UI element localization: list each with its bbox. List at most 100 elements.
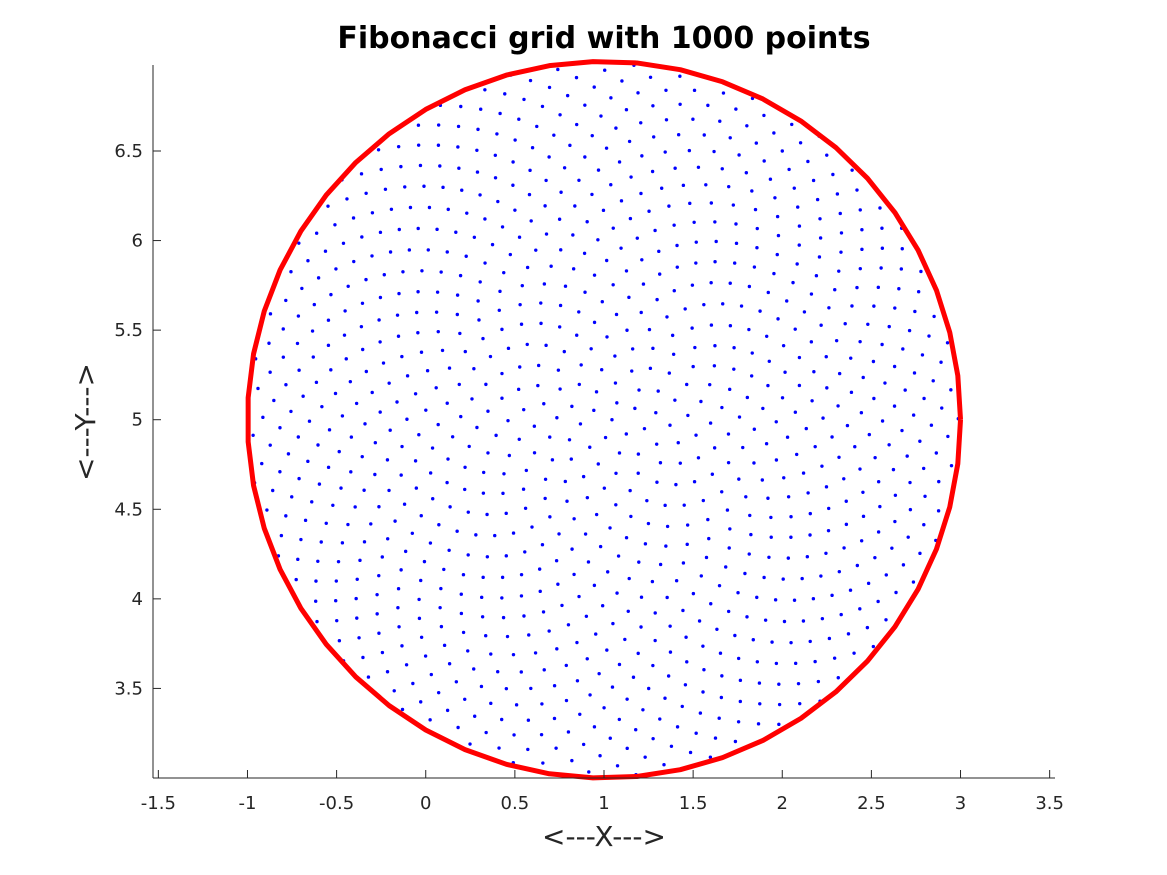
data-point <box>819 323 823 327</box>
data-point <box>475 148 479 153</box>
data-point <box>843 322 847 326</box>
data-point <box>312 302 317 307</box>
data-point <box>867 432 872 437</box>
data-point <box>454 680 459 684</box>
data-point <box>893 306 897 310</box>
data-point <box>770 640 774 644</box>
data-point <box>718 119 722 123</box>
data-point <box>738 678 743 683</box>
data-point <box>360 301 365 306</box>
data-point <box>767 555 771 560</box>
data-point <box>736 720 741 724</box>
data-point <box>806 491 810 495</box>
data-point <box>704 555 709 560</box>
data-point <box>538 589 542 594</box>
data-point <box>542 402 546 406</box>
data-point <box>860 247 864 252</box>
data-point <box>385 670 390 674</box>
data-point <box>608 736 612 740</box>
data-point <box>704 183 708 187</box>
data-point <box>429 672 434 677</box>
data-point <box>556 582 560 586</box>
data-point <box>849 390 854 395</box>
data-point <box>861 490 865 495</box>
data-point <box>859 411 864 415</box>
data-point <box>664 118 669 122</box>
data-point <box>525 265 530 270</box>
data-point <box>678 74 682 78</box>
data-point <box>758 309 762 313</box>
data-point <box>706 103 710 108</box>
data-point <box>603 68 607 72</box>
data-point <box>326 318 331 322</box>
data-point <box>559 248 563 252</box>
data-point <box>617 451 622 455</box>
data-point <box>581 474 586 479</box>
data-point <box>772 271 776 276</box>
data-point <box>673 166 677 170</box>
data-point <box>544 343 548 348</box>
data-point <box>820 464 824 468</box>
data-point <box>311 355 315 359</box>
data-point <box>858 208 862 212</box>
data-point <box>400 707 405 712</box>
data-point <box>727 546 731 550</box>
data-point <box>658 562 663 567</box>
data-point <box>306 459 310 464</box>
data-point <box>463 349 468 354</box>
data-point <box>526 718 531 722</box>
data-point <box>892 364 897 369</box>
data-point <box>913 309 917 314</box>
data-point <box>484 382 488 387</box>
data-point <box>493 153 498 158</box>
data-point <box>574 122 579 127</box>
data-point <box>871 644 876 649</box>
data-point <box>646 521 651 526</box>
data-point <box>675 265 679 269</box>
data-point <box>619 246 623 250</box>
data-point <box>327 428 332 432</box>
data-point <box>726 609 731 614</box>
data-point <box>590 192 594 197</box>
data-point <box>668 650 673 654</box>
data-point <box>472 714 477 718</box>
data-point <box>651 104 655 108</box>
data-point <box>855 188 859 192</box>
data-point <box>428 718 432 722</box>
data-point <box>682 503 686 507</box>
data-point <box>789 515 793 519</box>
data-point <box>776 233 781 238</box>
data-point <box>573 204 577 208</box>
data-point <box>901 347 905 351</box>
data-point <box>290 495 294 499</box>
data-point <box>537 567 542 571</box>
data-point <box>602 486 607 490</box>
data-point <box>571 267 576 271</box>
data-point <box>648 366 653 371</box>
data-point <box>348 379 353 384</box>
data-point <box>696 165 701 169</box>
data-point <box>808 511 812 516</box>
data-point <box>437 523 441 527</box>
data-point <box>787 167 791 172</box>
data-point <box>377 631 381 635</box>
data-point <box>650 169 655 174</box>
data-point <box>694 240 698 244</box>
data-point <box>387 381 391 385</box>
data-point <box>762 113 766 118</box>
data-point <box>697 619 702 623</box>
data-point <box>681 183 686 188</box>
data-point <box>647 209 651 213</box>
data-point <box>604 258 609 263</box>
data-point <box>596 168 601 172</box>
data-point <box>642 426 647 431</box>
data-point <box>712 446 717 450</box>
data-point <box>381 361 386 365</box>
data-point <box>813 444 817 449</box>
data-point <box>542 282 547 286</box>
data-point <box>359 324 364 329</box>
data-point <box>709 201 714 205</box>
data-point <box>442 643 447 648</box>
data-point <box>388 250 393 254</box>
data-point <box>373 472 377 477</box>
